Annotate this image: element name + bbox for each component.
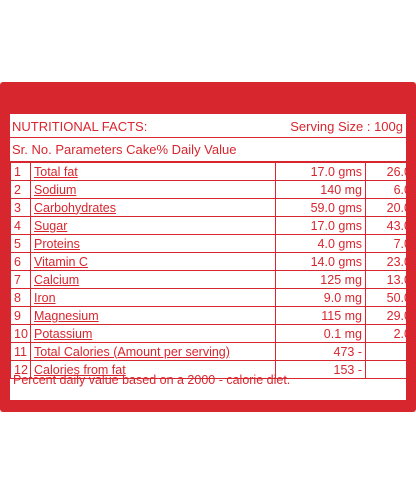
table-row: 10 Potassium 0.1 mg 2.0 <box>11 325 415 343</box>
row-number: 9 <box>11 307 31 325</box>
nutrition-title: NUTRITIONAL FACTS: <box>12 119 147 134</box>
daily-value <box>366 343 415 361</box>
daily-value <box>366 361 415 379</box>
row-number: 2 <box>11 181 31 199</box>
parameter-cell: Proteins <box>31 235 276 253</box>
row-number: 5 <box>11 235 31 253</box>
parameter-cell: Total fat <box>31 163 276 181</box>
serving-size: Serving Size : 100g <box>290 119 403 134</box>
daily-value: 6.0 <box>366 181 415 199</box>
cake-value: 17.0 gms <box>276 217 366 235</box>
nutrition-panel: NUTRITIONAL FACTS: Serving Size : 100g S… <box>10 114 406 400</box>
parameter-label: Sodium <box>34 183 76 197</box>
parameter-cell: Calcium <box>31 271 276 289</box>
table-row: 3 Carbohydrates 59.0 gms 20.0 <box>11 199 415 217</box>
cake-value: 4.0 gms <box>276 235 366 253</box>
parameter-label: Carbohydrates <box>34 201 116 215</box>
table-row: 8 Iron 9.0 mg 50.0 <box>11 289 415 307</box>
cake-value: 473 - <box>276 343 366 361</box>
column-header-row: Sr. No. Parameters Cake% Daily Value <box>10 138 406 162</box>
parameter-cell: Potassium <box>31 325 276 343</box>
daily-value: 50.0 <box>366 289 415 307</box>
table-row: 7 Calcium 125 mg 13.0 <box>11 271 415 289</box>
cake-value: 59.0 gms <box>276 199 366 217</box>
header-row: NUTRITIONAL FACTS: Serving Size : 100g <box>10 114 406 138</box>
column-headers: Sr. No. Parameters Cake% Daily Value <box>12 142 236 157</box>
cake-value: 0.1 mg <box>276 325 366 343</box>
parameter-cell: Sodium <box>31 181 276 199</box>
daily-value: 29.0 <box>366 307 415 325</box>
row-number: 7 <box>11 271 31 289</box>
parameter-label: Total fat <box>34 165 78 179</box>
parameter-label: Calcium <box>34 273 79 287</box>
footer-note: Percent daily value based on a 2000 - ca… <box>13 373 290 387</box>
parameter-cell: Iron <box>31 289 276 307</box>
nutrition-table-body: 1 Total fat 17.0 gms 26.0 2 Sodium 140 mg 6.0 3 C… <box>11 163 415 379</box>
row-number: 1 <box>11 163 31 181</box>
daily-value: 20.0 <box>366 199 415 217</box>
parameter-cell: Total Calories (Amount per serving) <box>31 343 276 361</box>
parameter-cell: Carbohydrates <box>31 199 276 217</box>
cake-value: 9.0 mg <box>276 289 366 307</box>
parameter-label: Vitamin C <box>34 255 88 269</box>
parameter-label: Magnesium <box>34 309 99 323</box>
table-row: 1 Total fat 17.0 gms 26.0 <box>11 163 415 181</box>
daily-value: 13.0 <box>366 271 415 289</box>
table-row: 9 Magnesium 115 mg 29.0 <box>11 307 415 325</box>
row-number: 8 <box>11 289 31 307</box>
nutrition-table: 1 Total fat 17.0 gms 26.0 2 Sodium 140 mg 6.0 3 C… <box>10 162 415 379</box>
parameter-label: Potassium <box>34 327 92 341</box>
cake-value: 125 mg <box>276 271 366 289</box>
table-row: 11 Total Calories (Amount per serving) 473… <box>11 343 415 361</box>
parameter-cell: Sugar <box>31 217 276 235</box>
cake-value: 115 mg <box>276 307 366 325</box>
parameter-label: Iron <box>34 291 56 305</box>
cake-value: 14.0 gms <box>276 253 366 271</box>
daily-value: 26.0 <box>366 163 415 181</box>
parameter-cell: Magnesium <box>31 307 276 325</box>
parameter-cell: Vitamin C <box>31 253 276 271</box>
daily-value: 2.0 <box>366 325 415 343</box>
table-row: 6 Vitamin C 14.0 gms 23.0 <box>11 253 415 271</box>
table-row: 2 Sodium 140 mg 6.0 <box>11 181 415 199</box>
cake-value: 17.0 gms <box>276 163 366 181</box>
table-row: 4 Sugar 17.0 gms 43.0 <box>11 217 415 235</box>
parameter-label: Proteins <box>34 237 80 251</box>
daily-value: 23.0 <box>366 253 415 271</box>
parameter-label: Total Calories (Amount per serving) <box>34 345 230 359</box>
parameter-label: Sugar <box>34 219 67 233</box>
table-row: 5 Proteins 4.0 gms 7.0 <box>11 235 415 253</box>
cake-value: 140 mg <box>276 181 366 199</box>
row-number: 11 <box>11 343 31 361</box>
row-number: 4 <box>11 217 31 235</box>
daily-value: 7.0 <box>366 235 415 253</box>
daily-value: 43.0 <box>366 217 415 235</box>
row-number: 6 <box>11 253 31 271</box>
row-number: 10 <box>11 325 31 343</box>
row-number: 3 <box>11 199 31 217</box>
